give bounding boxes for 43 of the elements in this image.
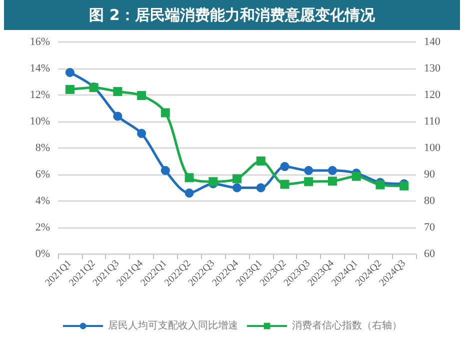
legend-label: 居民人均可支配收入同比增速 <box>108 320 238 332</box>
point <box>137 128 146 138</box>
y2-tick-label: 120 <box>424 89 441 101</box>
y2-tick-label: 140 <box>424 36 441 48</box>
y-tick-label: 16% <box>30 36 50 48</box>
y-tick-label: 2% <box>35 222 50 234</box>
point <box>256 183 266 192</box>
point <box>304 177 314 186</box>
y2-tick-label: 60 <box>424 248 436 260</box>
y2-tick-label: 130 <box>424 62 441 74</box>
y2-tick-label: 110 <box>424 116 441 128</box>
point <box>376 180 385 190</box>
point <box>184 188 194 198</box>
y-tick-label: 4% <box>35 195 50 207</box>
point <box>113 87 122 96</box>
y-tick-label: 14% <box>30 62 50 74</box>
point <box>280 180 290 189</box>
point <box>328 176 337 186</box>
point <box>352 172 361 181</box>
point <box>184 173 194 182</box>
point <box>113 112 122 121</box>
point <box>232 174 242 184</box>
y2-tick-label: 90 <box>424 168 436 180</box>
point <box>65 68 74 77</box>
y2-tick-label: 80 <box>424 195 436 207</box>
point <box>137 91 146 100</box>
legend-label: 消费者信心指数（右轴） <box>292 320 402 332</box>
y-tick-label: 12% <box>30 89 50 101</box>
y-tick-label: 0% <box>35 248 50 260</box>
y-tick-label: 10% <box>30 116 50 128</box>
y-tick-label: 8% <box>35 142 50 154</box>
y-tick-label: 6% <box>35 168 50 180</box>
y2-tick-label: 100 <box>424 142 441 154</box>
point <box>160 166 170 176</box>
y2-tick-label: 70 <box>424 222 436 234</box>
point <box>328 166 337 176</box>
point <box>280 162 290 172</box>
point <box>160 108 170 118</box>
point <box>304 166 314 176</box>
point <box>232 183 242 192</box>
chart-title: 图 2：居民端消费能力和消费意愿变化情况 <box>4 0 460 30</box>
point <box>256 156 266 166</box>
point <box>65 84 74 94</box>
